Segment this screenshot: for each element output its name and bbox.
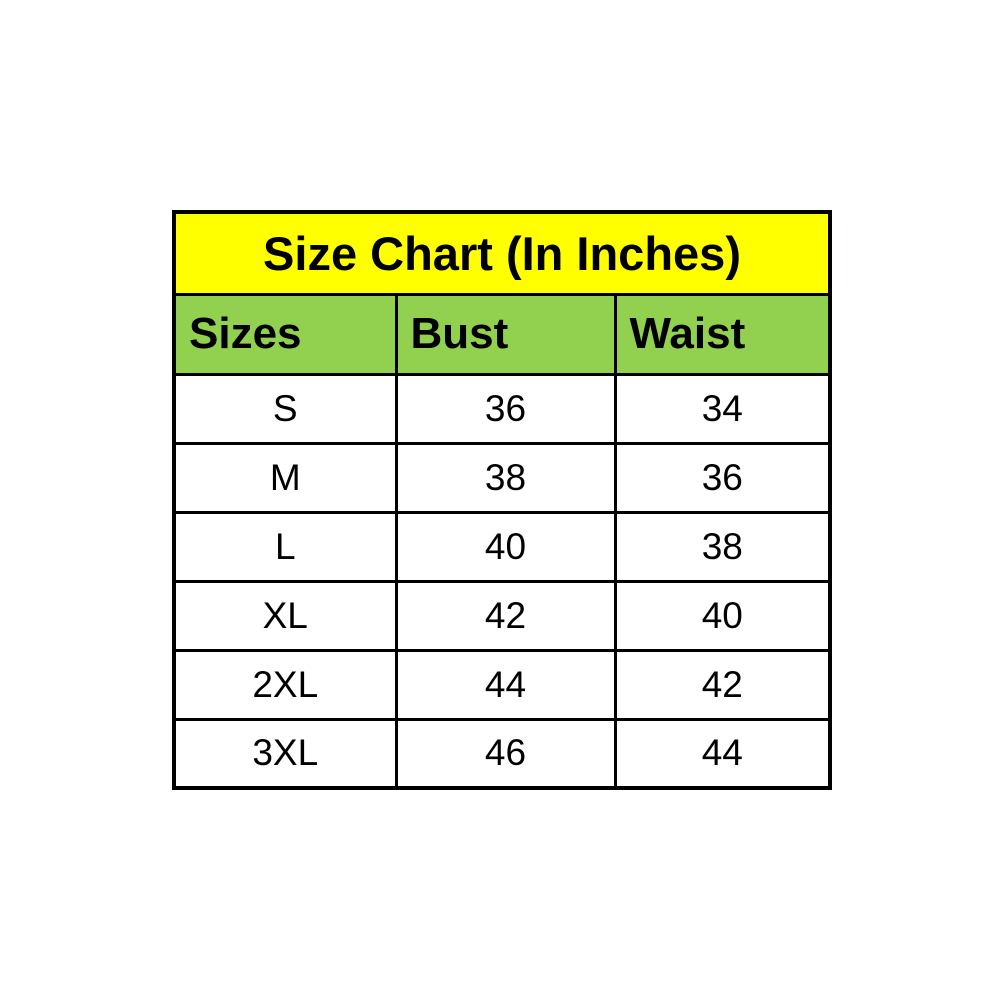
waist-cell: 34: [613, 372, 832, 445]
table-row: XL 42 40: [172, 579, 832, 652]
size-cell: L: [172, 510, 398, 583]
bust-cell: 42: [394, 579, 617, 652]
column-header-bust: Bust: [394, 292, 617, 376]
table-row: 2XL 44 42: [172, 648, 832, 721]
bust-cell: 36: [394, 372, 617, 445]
size-cell: M: [172, 441, 398, 514]
waist-cell: 42: [613, 648, 832, 721]
waist-cell: 40: [613, 579, 832, 652]
column-header-waist: Waist: [613, 292, 832, 376]
size-cell: XL: [172, 579, 398, 652]
waist-cell: 38: [613, 510, 832, 583]
size-cell: 3XL: [172, 717, 398, 790]
table-row: L 40 38: [172, 510, 832, 583]
bust-cell: 40: [394, 510, 617, 583]
table-title: Size Chart (In Inches): [172, 210, 832, 296]
size-cell: 2XL: [172, 648, 398, 721]
table-header-row: Sizes Bust Waist: [172, 292, 832, 376]
table-row: 3XL 46 44: [172, 717, 832, 790]
column-header-sizes: Sizes: [172, 292, 398, 376]
waist-cell: 44: [613, 717, 832, 790]
bust-cell: 46: [394, 717, 617, 790]
table-title-row: Size Chart (In Inches): [172, 210, 832, 296]
bust-cell: 44: [394, 648, 617, 721]
size-chart-table: Size Chart (In Inches) Sizes Bust Waist …: [172, 210, 833, 790]
size-cell: S: [172, 372, 398, 445]
waist-cell: 36: [613, 441, 832, 514]
bust-cell: 38: [394, 441, 617, 514]
table-row: M 38 36: [172, 441, 832, 514]
table-row: S 36 34: [172, 372, 832, 445]
